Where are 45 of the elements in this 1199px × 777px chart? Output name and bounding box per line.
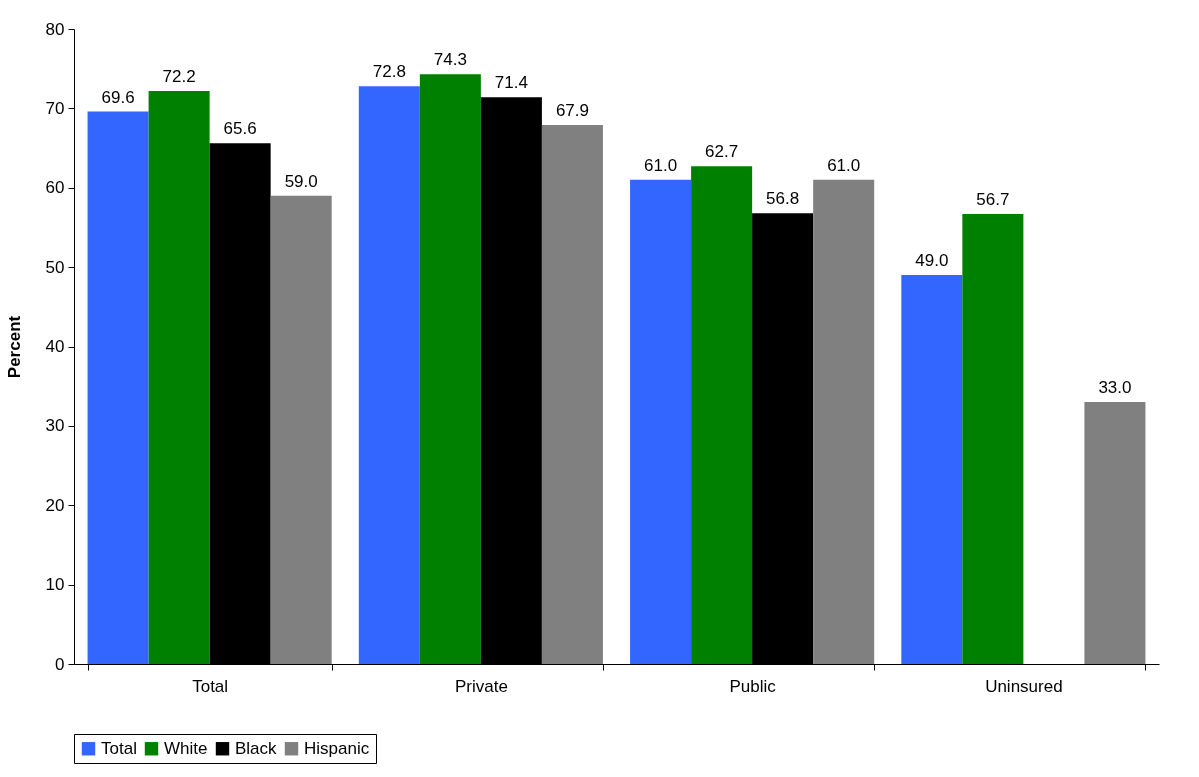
data-label: 65.6	[223, 119, 257, 139]
y-tick-label: 70	[45, 98, 65, 118]
bar	[813, 179, 875, 664]
data-label: 72.2	[162, 66, 196, 86]
bar	[87, 111, 149, 664]
data-label: 61.0	[644, 155, 678, 175]
x-tick-label: Total	[192, 676, 229, 696]
y-tick-label: 30	[45, 416, 65, 436]
data-label: 61.0	[827, 155, 861, 175]
bar	[691, 166, 753, 664]
y-tick-label: 40	[45, 337, 65, 356]
legend-label: White	[164, 738, 208, 758]
data-label: 62.7	[705, 142, 739, 162]
data-label: 71.4	[494, 73, 528, 93]
x-tick-label: Private	[454, 676, 508, 696]
y-axis-title: Percent	[4, 315, 24, 379]
data-label: 49.0	[915, 251, 949, 271]
bar	[358, 86, 420, 664]
bar	[419, 74, 481, 664]
y-tick-label: 20	[45, 495, 65, 515]
y-tick-label: 0	[55, 654, 65, 674]
data-label: 56.7	[976, 189, 1010, 209]
y-tick-label: 10	[45, 575, 65, 595]
bar	[541, 125, 603, 664]
x-tick-label: Public	[729, 676, 777, 696]
data-label: 33.0	[1098, 378, 1132, 398]
bar	[148, 90, 210, 664]
data-label: 69.6	[101, 87, 135, 107]
y-tick-label: 50	[45, 257, 65, 277]
bar	[270, 195, 332, 664]
legend-label: Black	[235, 738, 278, 758]
data-label: 56.8	[766, 189, 800, 209]
data-label: 74.3	[433, 50, 467, 70]
legend-label: Total	[101, 738, 137, 758]
data-label: 59.0	[284, 171, 318, 191]
y-tick-label: 60	[45, 178, 65, 198]
x-tick-label: Uninsured	[985, 676, 1063, 696]
bar	[1084, 402, 1146, 664]
legend-label: Hispanic	[304, 738, 370, 758]
bar	[962, 213, 1024, 664]
data-label: 67.9	[555, 101, 589, 121]
y-tick-label: 80	[45, 19, 65, 39]
bar	[901, 275, 963, 664]
bar	[630, 179, 692, 664]
data-label: 72.8	[372, 62, 406, 82]
